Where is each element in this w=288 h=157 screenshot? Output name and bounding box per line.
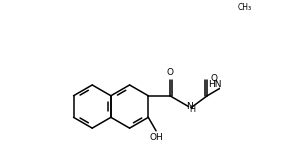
Text: O: O (166, 68, 173, 77)
Text: HN: HN (208, 80, 221, 89)
Text: CH₃: CH₃ (238, 3, 252, 12)
Text: N: N (186, 102, 193, 111)
Text: OH: OH (149, 133, 163, 143)
Text: O: O (211, 74, 217, 83)
Text: H: H (190, 105, 196, 114)
